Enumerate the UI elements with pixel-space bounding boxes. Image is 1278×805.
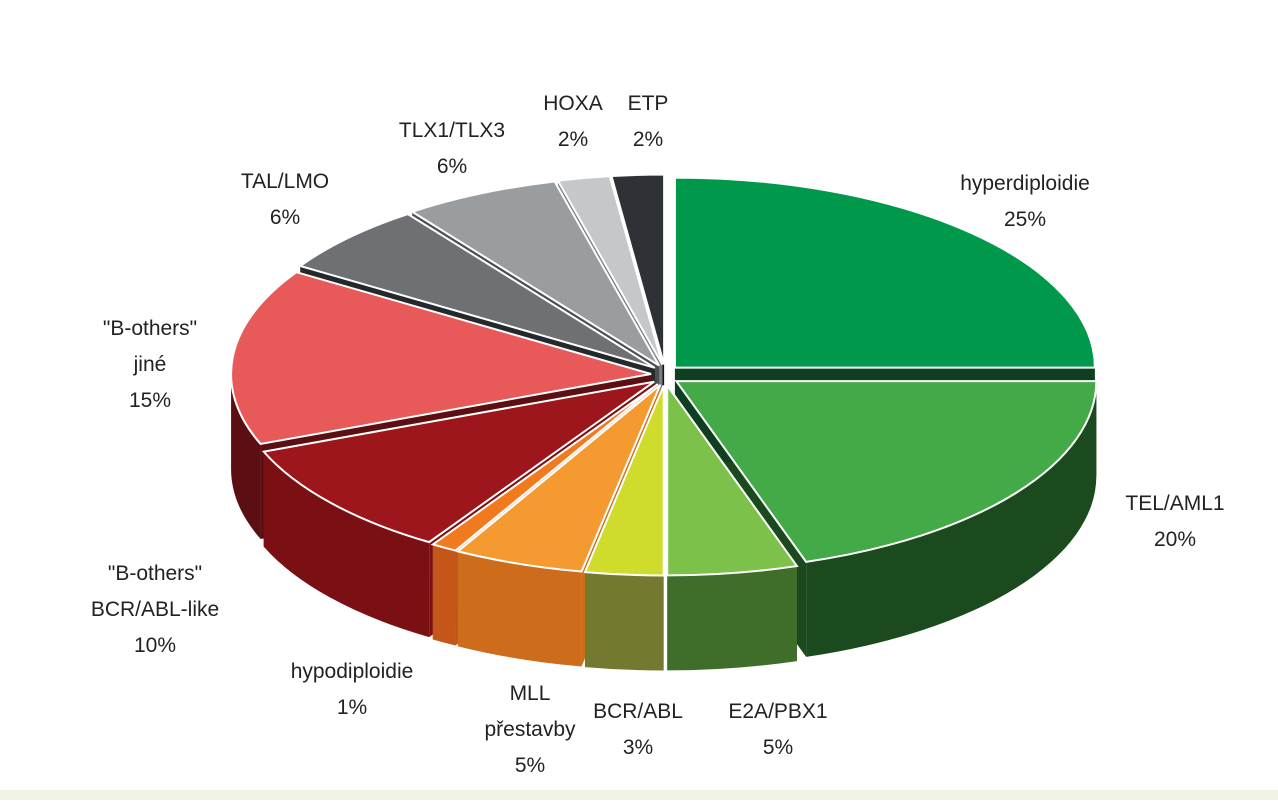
slice-label-11: ETP 2% bbox=[628, 92, 669, 151]
slice-side-2 bbox=[667, 566, 797, 671]
slice-value-5: 1% bbox=[337, 696, 367, 719]
bottom-strip bbox=[0, 790, 1278, 800]
slice-10 bbox=[556, 175, 664, 366]
slice-value-6: 10% bbox=[134, 634, 176, 657]
slice-6 bbox=[261, 380, 655, 544]
slice-label-line-8-0: TAL/LMO bbox=[241, 170, 329, 193]
slice-0 bbox=[673, 176, 1096, 369]
slice-label-line-2-0: E2A/PBX1 bbox=[728, 700, 827, 723]
slice-label-line-4-0: MLL bbox=[510, 682, 551, 705]
slice-label-line-11-0: ETP bbox=[628, 92, 669, 115]
slice-value-11: 2% bbox=[633, 128, 663, 151]
slice-label-10: HOXA 2% bbox=[543, 92, 603, 151]
slice-label-2: E2A/PBX1 5% bbox=[728, 700, 827, 759]
slice-label-8: TAL/LMO 6% bbox=[241, 170, 329, 229]
slice-side-5 bbox=[432, 544, 456, 646]
slice-label-6: "B-others" BCR/ABL-like 10% bbox=[91, 562, 219, 657]
slice-label-3: BCR/ABL 3% bbox=[593, 700, 683, 759]
slice-4 bbox=[455, 384, 662, 573]
slice-value-1: 20% bbox=[1154, 528, 1196, 551]
slice-side-4 bbox=[457, 551, 582, 667]
slice-11 bbox=[610, 173, 666, 365]
slice-side-7 bbox=[231, 374, 261, 539]
slice-7 bbox=[230, 271, 652, 446]
slice-label-line-6-1: BCR/ABL-like bbox=[91, 598, 219, 621]
slice-labels-group: hyperdiploidie 25% TEL/AML1 20% E2A/PBX1 5% BC… bbox=[91, 92, 1225, 777]
slice-value-2: 5% bbox=[763, 736, 793, 759]
slice-label-line-5-0: hypodiploidie bbox=[291, 660, 414, 683]
slice-2 bbox=[666, 382, 799, 577]
slice-value-10: 2% bbox=[558, 128, 588, 151]
slice-label-line-9-0: TLX1/TLX3 bbox=[399, 119, 505, 142]
slice-9 bbox=[409, 180, 660, 367]
slice-value-8: 6% bbox=[270, 206, 300, 229]
slice-label-9: TLX1/TLX3 6% bbox=[399, 119, 505, 178]
slice-label-line-1-0: TEL/AML1 bbox=[1125, 492, 1224, 515]
slice-value-7: 15% bbox=[129, 389, 171, 412]
slice-value-0: 25% bbox=[1004, 208, 1046, 231]
slice-label-0: hyperdiploidie 25% bbox=[960, 172, 1090, 231]
slice-label-line-7-1: jiné bbox=[133, 353, 167, 376]
slice-label-line-0-0: hyperdiploidie bbox=[960, 172, 1090, 195]
slice-label-1: TEL/AML1 20% bbox=[1125, 492, 1224, 551]
slice-label-line-10-0: HOXA bbox=[543, 92, 603, 115]
slice-label-7: "B-others" jiné 15% bbox=[103, 317, 197, 412]
slice-label-line-7-0: "B-others" bbox=[103, 317, 197, 340]
slice-8 bbox=[297, 213, 656, 369]
slice-5 bbox=[430, 383, 659, 552]
slice-label-5: hypodiploidie 1% bbox=[291, 660, 414, 719]
slice-tops-group bbox=[230, 173, 1098, 577]
slice-side-1 bbox=[806, 381, 1097, 657]
slice-label-line-6-0: "B-others" bbox=[108, 562, 202, 585]
slice-value-3: 3% bbox=[623, 736, 653, 759]
slice-3 bbox=[583, 385, 665, 577]
slice-side-3 bbox=[584, 572, 664, 671]
slice-label-line-4-1: přestavby bbox=[484, 718, 576, 741]
slice-label-line-3-0: BCR/ABL bbox=[593, 700, 683, 723]
slice-side-6 bbox=[263, 451, 430, 638]
slice-value-4: 5% bbox=[515, 754, 545, 777]
slice-value-9: 6% bbox=[437, 155, 467, 178]
slice-label-4: MLL přestavby 5% bbox=[484, 682, 576, 777]
slice-1 bbox=[674, 380, 1098, 563]
